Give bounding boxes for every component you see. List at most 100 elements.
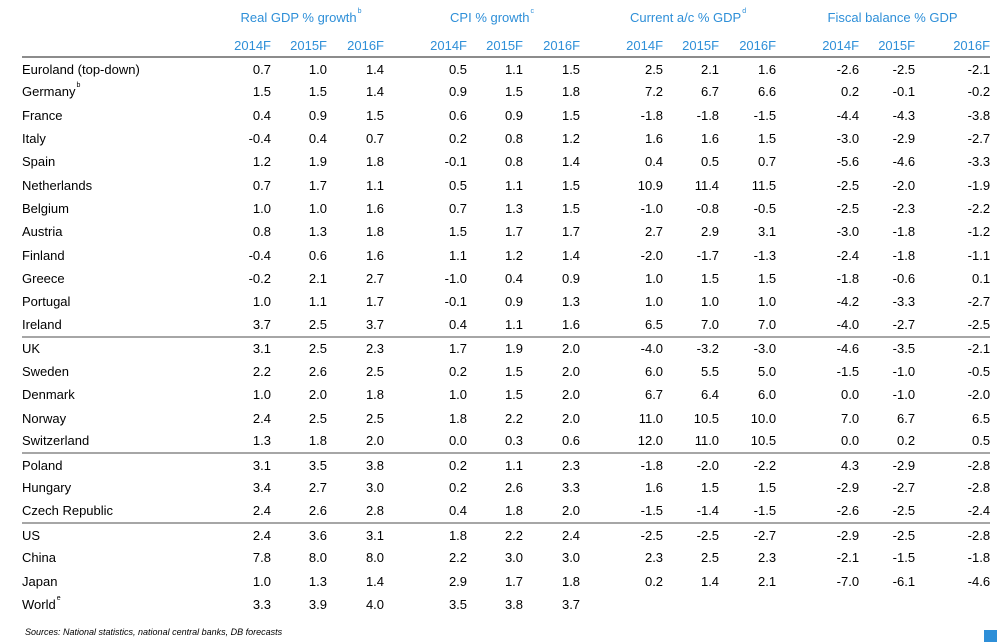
value-cell	[719, 593, 776, 616]
value-cell: 2.5	[271, 335, 327, 360]
value-cell: 1.0	[448, 387, 468, 403]
value-cell: 3.5	[271, 452, 327, 477]
value-cell: 3.5	[448, 596, 468, 612]
value-cell: -3.0	[836, 224, 860, 240]
country-name: China	[22, 550, 56, 566]
value-cell: 3.1	[198, 335, 271, 360]
value-cell: -3.2	[663, 335, 720, 360]
value-cell: 1.0	[644, 294, 664, 310]
value-cell: 7.0	[700, 316, 720, 332]
country-cell: Norway	[22, 406, 198, 429]
value-cell: 0.2	[448, 364, 468, 379]
value-cell: 0.7	[757, 154, 777, 170]
group-sup: c	[530, 7, 535, 15]
value-cell: -2.7	[967, 294, 991, 310]
value-cell: 0.7	[252, 177, 271, 193]
value-cell: 1.7	[384, 335, 468, 360]
value-cell: -2.4	[967, 503, 991, 519]
value-cell: 1.7	[504, 573, 524, 589]
value-cell: -1.3	[753, 247, 777, 263]
value-cell: 1.2	[561, 131, 581, 147]
value-cell: -2.2	[719, 452, 777, 477]
value-cell: -0.1	[444, 154, 468, 170]
value-cell: -0.2	[967, 84, 991, 100]
value-cell: -1.8	[836, 270, 860, 286]
value-cell: 1.1	[365, 177, 385, 193]
value-cell: 1.0	[757, 294, 777, 310]
value-cell: 1.5	[561, 107, 581, 123]
value-cell: -2.7	[967, 131, 991, 147]
value-cell: 10.5	[693, 410, 720, 426]
value-cell: 2.6	[504, 480, 524, 496]
value-cell	[580, 593, 663, 616]
value-cell: 1.1	[448, 247, 468, 263]
value-cell: 1.8	[365, 387, 385, 403]
value-cell: -1.8	[892, 224, 916, 240]
group-sup: b	[357, 7, 362, 15]
value-cell: 2.2	[504, 410, 524, 426]
country-name: Hungary	[22, 480, 72, 496]
value-cell: 1.6	[700, 131, 720, 147]
value-cell: 2.0	[365, 433, 385, 449]
value-cell: -2.0	[892, 177, 916, 193]
country-name: Spain	[22, 154, 56, 170]
value-cell: 2.2	[252, 364, 271, 379]
table-row: Portugal 1.0 1.1 1.7 -0.1 0.9 1.3 1.0 1.0 1.0 -4.2…	[22, 290, 990, 313]
value-cell: 2.3	[757, 550, 777, 566]
value-cell: -3.3	[967, 154, 991, 170]
year-header: 2014F	[776, 34, 860, 58]
value-cell: 6.5	[644, 316, 664, 332]
value-cell: 1.4	[700, 573, 720, 589]
value-cell: 3.1	[198, 452, 271, 477]
country-cell: Italy	[22, 127, 198, 150]
country-name: Euroland (top-down)	[22, 61, 140, 77]
value-cell: -3.5	[859, 335, 916, 360]
table-row: Finland -0.4 0.6 1.6 1.1 1.2 1.4 -2.0 -1.7 -1.3 -2…	[22, 243, 990, 266]
table-row: Germanyb 1.5 1.5 1.4 0.9 1.5 1.8 7.2 6.7 6.6 0.2 -0…	[22, 80, 990, 103]
value-cell: 3.8	[327, 452, 385, 477]
table-row: Worlde 3.3 3.9 4.0 3.5 3.8 3.7	[22, 593, 990, 616]
value-cell: -1.0	[444, 270, 468, 286]
value-cell: 1.0	[644, 270, 664, 286]
value-cell: 0.0	[448, 433, 468, 449]
value-cell: 1.5	[700, 270, 720, 286]
value-cell: 1.9	[467, 335, 524, 360]
year-header: 2015F	[859, 34, 916, 58]
value-cell: 2.0	[561, 410, 581, 426]
group-sup: d	[742, 7, 747, 15]
value-cell: 1.5	[561, 200, 581, 216]
table-row: Switzerland 1.3 1.8 2.0 0.0 0.3 0.6 12.0 11.0 10.…	[22, 430, 990, 453]
value-cell: 3.0	[561, 550, 581, 566]
table-row: UK 3.1 2.5 2.3 1.7 1.9 2.0 -4.0 -3.2 -3.0 -4.6 -3.5…	[22, 335, 991, 360]
value-cell: 7.2	[644, 84, 664, 100]
value-cell: -2.9	[776, 521, 860, 547]
value-cell: -2.8	[967, 480, 991, 496]
value-cell: 1.4	[365, 573, 385, 589]
value-cell: 0.3	[504, 433, 524, 449]
value-cell: 2.4	[252, 410, 271, 426]
value-cell: 3.0	[365, 480, 385, 496]
value-cell: 2.5	[308, 316, 327, 332]
country-cell: Ireland	[22, 313, 198, 336]
value-cell: 0.5	[448, 61, 468, 77]
value-cell: 0.9	[561, 270, 581, 286]
value-cell: 2.7	[365, 270, 385, 286]
value-cell: -2.9	[859, 452, 916, 477]
value-cell: -0.4	[248, 247, 271, 263]
year-header: 2016F	[523, 34, 581, 58]
country-name: Norway	[22, 410, 67, 426]
value-cell: -3.3	[892, 294, 916, 310]
value-cell: 1.0	[252, 387, 271, 403]
value-cell: 1.3	[308, 224, 327, 240]
country-cell: Denmark	[22, 383, 198, 406]
value-cell: -2.1	[967, 61, 991, 77]
value-cell: 5.5	[700, 364, 720, 379]
country-name: France	[22, 107, 63, 123]
value-cell: 2.0	[561, 364, 581, 379]
value-cell: 1.3	[561, 294, 581, 310]
value-cell: 1.5	[252, 84, 271, 100]
value-cell: 2.3	[523, 452, 581, 477]
table-row: US 2.4 3.6 3.1 1.8 2.2 2.4 -2.5 -2.5 -2.7 -2.9 -2.5…	[22, 521, 991, 547]
group-header-current-account: Current a/c % GDPd	[580, 0, 776, 34]
country-name: Italy	[22, 131, 46, 147]
